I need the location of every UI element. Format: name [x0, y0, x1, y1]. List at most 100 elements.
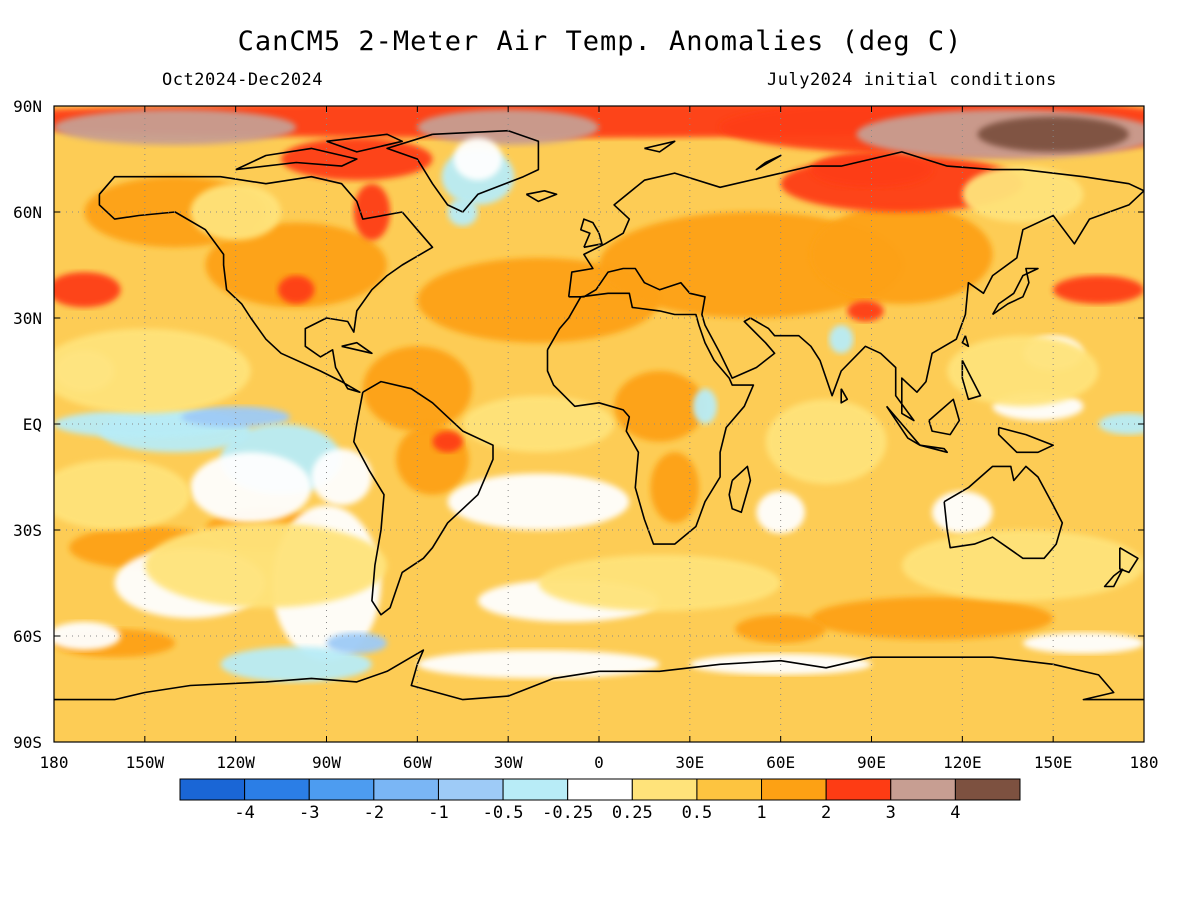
lon-label: 90W [312, 753, 341, 772]
anomaly-patch [278, 275, 315, 304]
anomaly-patch [205, 222, 388, 308]
anomaly-patch [462, 395, 615, 453]
anomaly-patch [353, 183, 391, 241]
anomaly-patch [810, 204, 993, 304]
coastline [341, 341, 373, 355]
colorbar-label: -3 [299, 803, 319, 823]
anomaly-patch [650, 452, 699, 523]
coastline [840, 388, 849, 404]
lon-label: 60W [403, 753, 432, 772]
lon-label: 30W [494, 753, 523, 772]
coastline [326, 133, 403, 153]
coastline [943, 465, 1064, 560]
coastline [1119, 547, 1139, 574]
colorbar-label: -2 [364, 803, 384, 823]
anomaly-patch [190, 183, 282, 241]
lat-label: 90N [13, 97, 42, 116]
colorbar-swatch [631, 778, 698, 801]
anomaly-patch [692, 388, 718, 425]
anomaly-patch [326, 632, 388, 654]
coastline [919, 444, 948, 454]
colorbar-swatch [825, 778, 892, 801]
graticule [54, 106, 1144, 742]
coastline [98, 175, 434, 393]
colorbar-label: 4 [950, 803, 960, 823]
anomaly-patch [54, 272, 121, 308]
colorbar-swatch [890, 778, 956, 801]
coastline [728, 465, 752, 514]
anomaly-patch [947, 335, 1099, 407]
lon-label: 90E [857, 753, 886, 772]
lat-label: 60N [13, 203, 42, 222]
axis-ticks [53, 105, 1145, 743]
lat-label: 90S [13, 733, 42, 752]
anomaly-patch [1053, 275, 1144, 304]
anomaly-patch [54, 621, 121, 651]
coastline [353, 380, 494, 616]
anomaly-patch [614, 371, 705, 442]
coastline [546, 292, 755, 545]
colorbar-label: 2 [821, 803, 831, 823]
anomaly-patch [810, 151, 933, 188]
colorbar: -4 -3 -2 -1 -0.5 -0.25 0.25 0.5 1 2 3 4 [179, 778, 1021, 823]
coastline [580, 218, 603, 249]
colorbar-swatch [954, 778, 1021, 801]
anomaly-patch [901, 530, 1144, 601]
lon-label: 150W [126, 753, 165, 772]
coastline [755, 154, 782, 171]
coastline [54, 649, 1144, 701]
colorbar-swatch [567, 778, 633, 801]
anomaly-patch [54, 109, 297, 145]
colorbar-label: 0.25 [612, 803, 653, 823]
anomaly-patch [932, 491, 993, 534]
lon-label: 120E [943, 753, 982, 772]
anomaly-patch [417, 109, 599, 145]
anomaly-patch [847, 300, 884, 322]
anomaly-patch [54, 328, 251, 414]
anomaly-patch [810, 597, 1054, 640]
lon-label: 0 [594, 753, 604, 772]
anomaly-patch [765, 399, 887, 485]
forecast-period: Oct2024-Dec2024 [162, 70, 324, 90]
coastline [961, 335, 970, 348]
anomaly-patch [417, 257, 660, 343]
lon-label: 180 [40, 753, 69, 772]
anomaly-patch [1098, 413, 1144, 435]
coastline [235, 147, 358, 171]
anomaly-patch [538, 554, 781, 612]
colorbar-label: 0.5 [682, 803, 713, 823]
initial-conditions: July2024 initial conditions [767, 70, 1057, 90]
colorbar-swatch [244, 778, 310, 801]
lon-label: 150E [1034, 753, 1073, 772]
lon-label: 120W [216, 753, 255, 772]
anomaly-patch [220, 646, 372, 682]
anomaly-patch [829, 325, 854, 354]
anomaly-patch [432, 431, 463, 453]
colorbar-label: -1 [428, 803, 448, 823]
anomaly-patch [756, 491, 805, 534]
anomaly-patch [447, 473, 630, 530]
anomaly-patch [311, 448, 372, 506]
coastline [991, 267, 1039, 316]
coastline [525, 190, 558, 203]
lat-label: 60S [13, 627, 42, 646]
anomaly-patch [1022, 632, 1144, 654]
coastline [928, 398, 961, 436]
chart-title: CanCM5 2-Meter Air Temp. Anomalies (deg … [237, 26, 963, 57]
colorbar-label: -4 [234, 803, 254, 823]
lon-label: 60E [766, 753, 795, 772]
colorbar-label: 3 [886, 803, 896, 823]
colorbar-label: -0.25 [542, 803, 593, 823]
lat-label: 30S [13, 521, 42, 540]
colorbar-label: -0.5 [483, 803, 524, 823]
coastline [386, 129, 540, 213]
colorbar-swatch [179, 778, 246, 801]
anomaly-patch [54, 459, 191, 530]
colorbar-swatch [761, 778, 827, 801]
lat-label: 30N [13, 309, 42, 328]
anomaly-patch [417, 650, 660, 679]
colorbar-swatch [373, 778, 439, 801]
lon-label: 30E [675, 753, 704, 772]
